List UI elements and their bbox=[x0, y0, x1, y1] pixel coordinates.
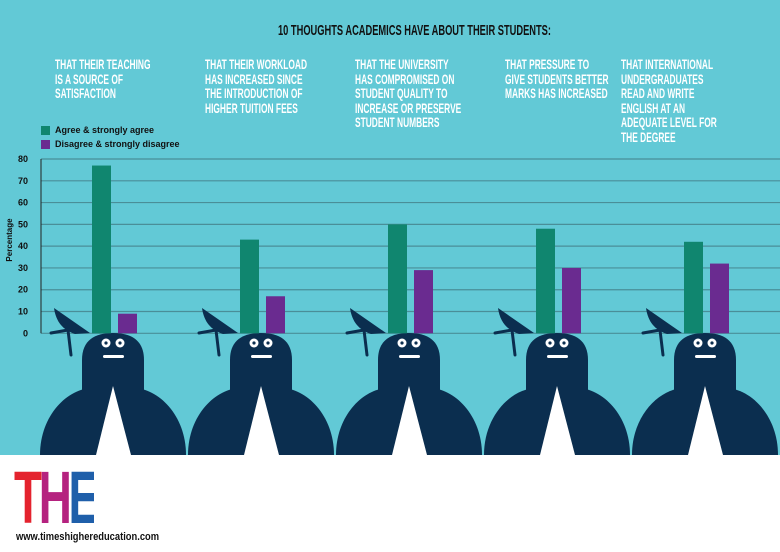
figure-head bbox=[230, 333, 292, 400]
legend-label: Agree & strongly agree bbox=[55, 125, 155, 135]
legend-swatch bbox=[41, 139, 50, 149]
pupil bbox=[400, 341, 404, 345]
category-label: THAT PRESSURE TO GIVE STUDENTS BETTER MA… bbox=[505, 56, 609, 102]
bar-disagree bbox=[118, 313, 137, 334]
category-label: THAT THEIR TEACHING IS A SOURCE OF SATIS… bbox=[55, 56, 151, 102]
pupil bbox=[548, 341, 552, 345]
logo-letter-h: H bbox=[39, 461, 72, 525]
pupil bbox=[252, 341, 256, 345]
mouth bbox=[695, 355, 716, 358]
mouth bbox=[103, 355, 124, 358]
figure-head bbox=[674, 333, 736, 400]
mortarboard-icon bbox=[498, 308, 534, 334]
category-label: THAT THEIR WORKLOAD HAS INCREASED SINCE … bbox=[205, 56, 308, 116]
mouth bbox=[251, 355, 272, 358]
logo-letter-e: E bbox=[69, 461, 94, 525]
figure-head bbox=[526, 333, 588, 400]
pupil bbox=[414, 341, 418, 345]
mortarboard-icon bbox=[54, 308, 90, 334]
mouth bbox=[547, 355, 568, 358]
the-logo: T H E bbox=[14, 461, 94, 525]
y-tick-label: 60 bbox=[18, 198, 28, 208]
mortarboard-icon bbox=[350, 308, 386, 334]
bar-disagree bbox=[266, 296, 285, 334]
figure-gap bbox=[96, 386, 131, 455]
y-tick-label: 80 bbox=[18, 154, 28, 164]
tassel-icon bbox=[493, 328, 517, 357]
category-label: THAT INTERNATIONAL UNDERGRADUATES READ A… bbox=[621, 56, 717, 145]
tassel-icon bbox=[49, 328, 73, 357]
pupil bbox=[562, 341, 566, 345]
figure-gap bbox=[244, 386, 279, 455]
student-figure bbox=[632, 308, 778, 455]
student-figure bbox=[188, 308, 334, 455]
pupil bbox=[104, 341, 108, 345]
pupil bbox=[696, 341, 700, 345]
bar-agree bbox=[92, 165, 111, 334]
mortarboard-icon bbox=[646, 308, 682, 334]
student-figure bbox=[40, 308, 186, 455]
bar-agree bbox=[536, 228, 555, 334]
pupil bbox=[118, 341, 122, 345]
legend-item-disagree: Disagree & strongly disagree bbox=[41, 139, 180, 149]
y-tick-label: 20 bbox=[18, 285, 28, 295]
logo-letter-t: T bbox=[14, 461, 42, 525]
mouth bbox=[399, 355, 420, 358]
tassel-icon bbox=[197, 328, 221, 357]
tassel-icon bbox=[345, 328, 369, 357]
y-tick-label: 70 bbox=[18, 176, 28, 186]
website-url[interactable]: www.timeshighereducation.com bbox=[16, 531, 160, 543]
student-figure bbox=[484, 308, 630, 455]
figure-gap bbox=[392, 386, 427, 455]
bar-agree bbox=[240, 239, 259, 334]
bar-agree bbox=[684, 241, 703, 334]
legend-item-agree: Agree & strongly agree bbox=[41, 125, 154, 135]
tassel-icon bbox=[641, 328, 665, 357]
chart-title: 10 THOUGHTS ACADEMICS HAVE ABOUT THEIR S… bbox=[278, 22, 551, 39]
legend-label: Disagree & strongly disagree bbox=[55, 139, 180, 149]
bar-disagree bbox=[562, 267, 581, 334]
bar-disagree bbox=[710, 263, 729, 334]
mortarboard-icon bbox=[202, 308, 238, 334]
bar-disagree bbox=[414, 270, 433, 334]
figure-head bbox=[378, 333, 440, 400]
y-tick-label: 10 bbox=[18, 307, 28, 317]
y-tick-label: 0 bbox=[23, 328, 28, 338]
pupil bbox=[710, 341, 714, 345]
y-tick-label: 40 bbox=[18, 241, 28, 251]
category-label: THAT THE UNIVERSITY HAS COMPROMISED ON S… bbox=[355, 56, 462, 131]
figure-head bbox=[82, 333, 144, 400]
figure-gap bbox=[688, 386, 723, 455]
figure-gap bbox=[540, 386, 575, 455]
bar-chart: 0 10 20 30 40 50 60 70 80 Percentage bbox=[5, 154, 780, 455]
y-tick-label: 30 bbox=[18, 263, 28, 273]
y-axis-label: Percentage bbox=[5, 218, 14, 262]
y-tick-label: 50 bbox=[18, 219, 28, 229]
pupil bbox=[266, 341, 270, 345]
legend-swatch bbox=[41, 125, 50, 135]
student-figure bbox=[336, 308, 482, 455]
bar-agree bbox=[388, 224, 407, 334]
